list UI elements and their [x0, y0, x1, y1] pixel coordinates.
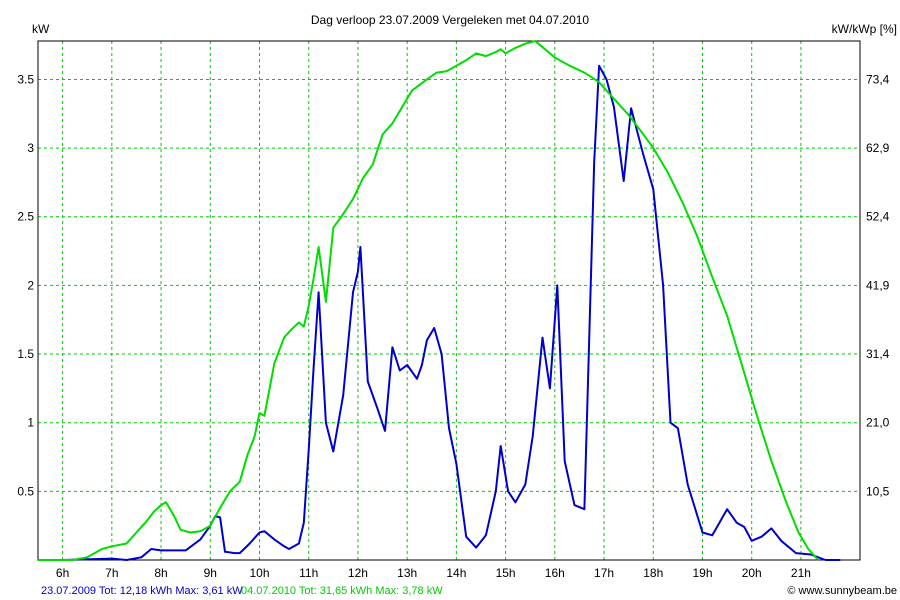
left-axis-unit: kW	[32, 22, 50, 36]
series-lines	[38, 40, 841, 561]
y-tick-label-left: 1	[27, 416, 34, 430]
x-tick-label: 14h	[446, 566, 466, 580]
y-tick-label-right: 21,0	[866, 416, 890, 430]
y-tick-label-right: 73,4	[866, 72, 890, 86]
x-tick-label: 8h	[154, 566, 167, 580]
plot-border	[37, 40, 861, 561]
x-tick-label: 12h	[348, 566, 368, 580]
y-tick-label-left: 0.5	[17, 484, 34, 498]
footer-credit: © www.sunnybeam.be	[787, 585, 897, 597]
x-tick-label: 18h	[643, 566, 663, 580]
y-tick-label-right: 62,9	[866, 141, 890, 155]
x-tick-label: 13h	[397, 566, 417, 580]
x-tick-label: 11h	[299, 566, 318, 580]
x-tick-label: 16h	[545, 566, 565, 580]
x-tick-label: 15h	[496, 566, 516, 580]
x-tick-label: 6h	[56, 566, 69, 580]
left-y-tick-labels: 0.5 1 1.5 2 2.5 3 3.5	[17, 72, 34, 498]
footer-green-summary: 04.07.2010 Tot: 31,65 kWh Max: 3,78 kW	[241, 585, 443, 597]
y-tick-label-right: 10,5	[866, 484, 890, 498]
series-line-green	[38, 40, 819, 561]
y-tick-label-left: 2.5	[17, 210, 34, 224]
x-tick-label: 17h	[594, 566, 614, 580]
y-tick-label-right: 41,9	[866, 278, 890, 292]
grid	[38, 41, 860, 560]
y-tick-label-left: 2	[27, 278, 34, 292]
chart-title: Dag verloop 23.07.2009 Vergeleken met 04…	[311, 13, 590, 27]
x-tick-label: 7h	[105, 566, 118, 580]
x-tick-label: 10h	[249, 566, 269, 580]
y-tick-label-left: 3	[27, 141, 34, 155]
series-line-blue	[62, 64, 841, 561]
plot-frame	[37, 40, 861, 561]
x-tick-label: 21h	[791, 566, 811, 580]
y-tick-label-right: 52,4	[866, 210, 890, 224]
footer-blue-summary: 23.07.2009 Tot: 12,18 kWh Max: 3,61 kW	[41, 585, 243, 597]
x-tick-label: 9h	[204, 566, 217, 580]
x-tick-labels: 6h 7h 8h 9h 10h 11h 12h 13h 14h 15h 16h 17h 18h 19h 20…	[56, 566, 811, 580]
right-axis-unit: kW/kWp [%]	[832, 22, 897, 36]
right-y-tick-labels: 10,5 21,0 31,4 41,9 52,4 62,9 73,4	[866, 72, 890, 498]
y-tick-label-right: 31,4	[866, 347, 890, 361]
x-tick-label: 20h	[742, 566, 762, 580]
y-tick-label-left: 3.5	[17, 72, 34, 86]
x-tick-label: 19h	[692, 566, 712, 580]
y-tick-label-left: 1.5	[17, 347, 34, 361]
